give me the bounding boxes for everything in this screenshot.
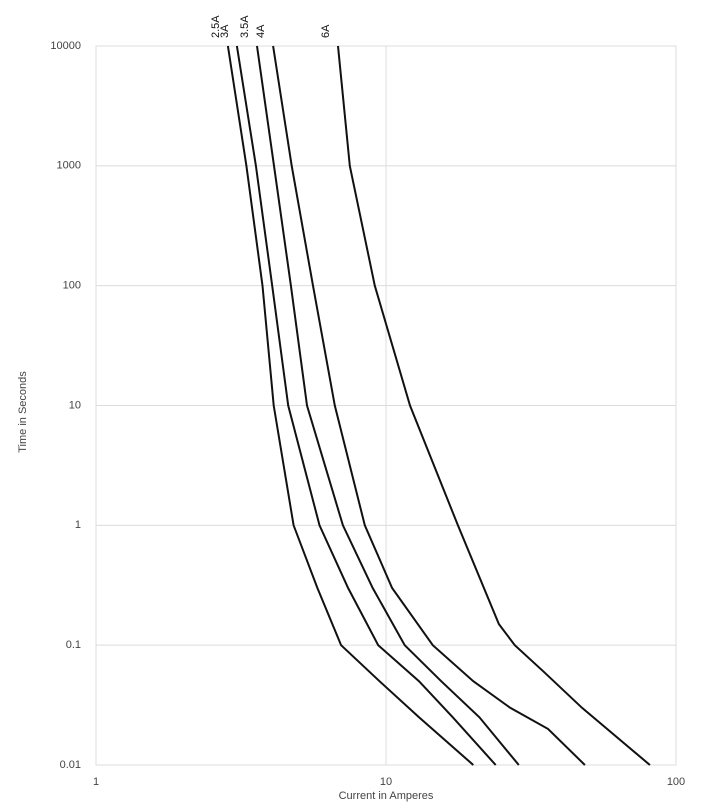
x-axis-label: Current in Amperes (339, 790, 434, 802)
series-label: 3A (219, 24, 231, 38)
y-tick-label: 10 (69, 399, 81, 411)
fuse-curve (272, 45, 586, 766)
x-tick-label: 1 (93, 776, 99, 788)
series-label: 2.5A (210, 15, 222, 38)
y-tick-label: 100 (63, 280, 81, 292)
y-axis-label: Time in Seconds (17, 371, 29, 453)
fuse-curve (337, 45, 651, 766)
y-tick-label: 1 (75, 519, 81, 531)
fuse-curve (235, 45, 497, 766)
y-tick-label: 10000 (50, 40, 81, 52)
series-label: 6A (320, 24, 332, 38)
y-tick-label: 1000 (57, 160, 81, 172)
x-tick-label: 10 (380, 776, 392, 788)
fuse-curve (256, 45, 520, 766)
y-tick-label: 0.1 (66, 639, 81, 651)
fuse-curve (226, 45, 474, 766)
x-tick-label: 100 (667, 776, 685, 788)
series-label: 3.5A (239, 15, 251, 38)
y-tick-label: 0.01 (60, 759, 81, 771)
series-label: 4A (255, 24, 267, 38)
